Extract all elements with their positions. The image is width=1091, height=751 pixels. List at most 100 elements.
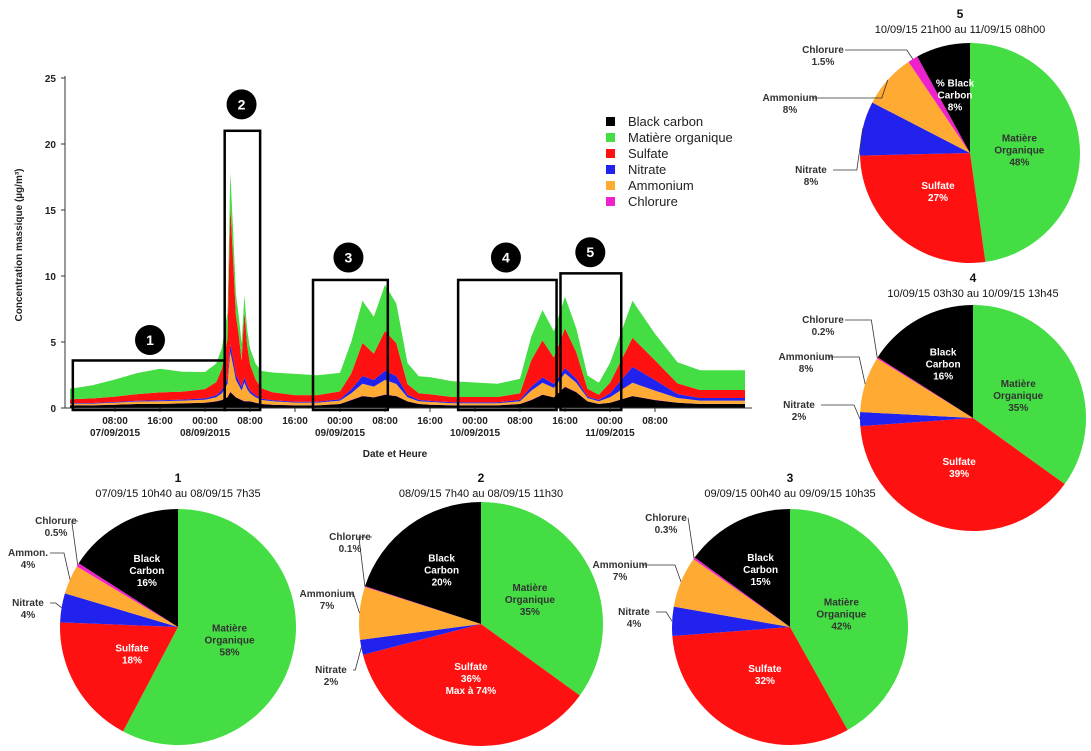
x-tick-label: 00:00 — [597, 416, 623, 427]
pie-number: 2 — [478, 471, 485, 485]
pie-slice-chlorure — [76, 563, 178, 627]
pie-leader-line — [821, 404, 861, 420]
pie-label: 20% — [432, 578, 452, 589]
legend-swatch — [606, 165, 615, 174]
x-tick-label: 08:00 — [642, 416, 668, 427]
pie-slice-ammonium — [673, 559, 790, 627]
pie-number: 5 — [957, 7, 964, 21]
legend-item-label: Sulfate — [628, 146, 668, 161]
pie-subtitle: 10/09/15 21h00 au 11/09/15 08h00 — [875, 24, 1045, 36]
pie-leader-line — [833, 128, 864, 171]
pie-slice-ammonium — [358, 586, 481, 640]
pie-leader-line — [50, 602, 62, 609]
pie-charts: 107/09/15 10h40 au 08/09/15 7h35MatièreO… — [8, 7, 1087, 747]
legend-swatch — [606, 117, 615, 126]
episode-box — [223, 129, 262, 412]
pie-label: Carbon — [926, 360, 961, 371]
x-tick-label: 08:00 — [102, 416, 128, 427]
pie-number: 1 — [175, 471, 182, 485]
y-tick-label: 5 — [50, 338, 56, 349]
episode-box — [456, 278, 558, 412]
pie-label: Organique — [505, 595, 555, 606]
x-axis-title: Date et Heure — [363, 449, 428, 460]
pie-label: Matière — [1002, 134, 1037, 145]
pie-label: % Black — [936, 78, 975, 89]
pie-slice-sulfate — [860, 418, 1065, 532]
pie-slice-ammonium — [64, 566, 178, 627]
episode-marker-label: 1 — [146, 332, 154, 348]
pie-leader-line — [845, 49, 914, 60]
pie-slice-nitrate — [859, 102, 970, 156]
x-tick-label: 08:00 — [237, 416, 263, 427]
pie-label-value: 8% — [804, 177, 819, 188]
pie-label: Organique — [816, 610, 866, 621]
x-tick-label: 16:00 — [147, 416, 173, 427]
pie-label-value: 4% — [21, 610, 36, 621]
pie-label: Nitrate — [618, 607, 650, 618]
pie-slice-organique — [970, 43, 1080, 262]
legend-swatch — [606, 133, 615, 142]
legend-swatch — [606, 149, 615, 158]
pie-label: 8% — [948, 102, 963, 113]
episode-marker-label: 4 — [502, 250, 510, 266]
pie-leader-line — [687, 517, 695, 559]
pie-slice-black_carbon — [917, 43, 970, 153]
pie-slice-black_carbon — [365, 501, 481, 624]
pie-label: Chlorure — [35, 516, 77, 527]
pie-slice-black_carbon — [694, 509, 790, 627]
pie-slice-black_carbon — [78, 509, 178, 627]
pie-slice-ammonium — [860, 358, 973, 418]
pie-label: Ammonium — [763, 93, 818, 104]
pie-label: Black — [930, 348, 957, 359]
pie-label: 16% — [933, 372, 953, 383]
pie-label: 48% — [1009, 158, 1029, 169]
pie-leader-line — [812, 79, 889, 99]
pie-slice-nitrate — [859, 411, 973, 427]
pie-label: 42% — [831, 622, 851, 633]
pie-slice-chlorure — [693, 557, 790, 627]
pie-label: Chlorure — [802, 45, 844, 56]
pie-label-value: 7% — [320, 601, 335, 612]
episode-marker-label: 5 — [586, 244, 594, 260]
legend-swatch — [606, 181, 615, 190]
pie-slice-sulfate — [59, 622, 178, 732]
pie-label: Ammonium — [300, 589, 355, 600]
episode-marker-label: 3 — [345, 250, 353, 266]
pie-leader-line — [642, 564, 682, 582]
pie-label: Matière — [1001, 379, 1036, 390]
pie-leader-line — [349, 593, 360, 614]
pie-number: 3 — [787, 471, 794, 485]
pie-label: Organique — [993, 391, 1043, 402]
pie-label: Carbon — [938, 90, 973, 101]
pie-label-value: 1.5% — [812, 57, 835, 68]
pie-label-value: 4% — [627, 619, 642, 630]
episode-marker — [490, 242, 521, 273]
pie-label: Sulfate — [454, 662, 488, 673]
pie-label: Organique — [205, 636, 255, 647]
area-organique — [70, 172, 745, 400]
pie-leader-line — [845, 319, 878, 358]
pie-label: Ammonium — [593, 560, 648, 571]
pie-label: 32% — [755, 676, 775, 687]
y-tick-label: 25 — [45, 74, 57, 85]
pie-leader-line — [353, 647, 362, 671]
pie-label: Sulfate — [942, 457, 976, 468]
legend-item-label: Nitrate — [628, 162, 666, 177]
pie-label: Sulfate — [115, 644, 149, 655]
y-tick-label: 0 — [50, 404, 56, 415]
x-tick-date: 11/09/2015 — [585, 428, 635, 439]
x-tick-date: 07/09/2015 — [90, 428, 140, 439]
x-tick-date: 08/09/2015 — [180, 428, 230, 439]
pie-label-value: 2% — [324, 677, 339, 688]
area-nitrate — [70, 344, 745, 404]
pie-label-value: 0.2% — [812, 327, 835, 338]
y-tick-label: 15 — [45, 206, 57, 217]
episode-marker — [226, 89, 257, 120]
pie-slice-chlorure — [876, 357, 973, 418]
pie-label-value: 8% — [799, 364, 814, 375]
legend-swatch — [606, 197, 615, 206]
pie-leader-line — [656, 611, 673, 622]
area-ammonium — [70, 351, 745, 406]
episode-marker-label: 2 — [238, 96, 246, 112]
pie-label-value: 8% — [783, 105, 798, 116]
